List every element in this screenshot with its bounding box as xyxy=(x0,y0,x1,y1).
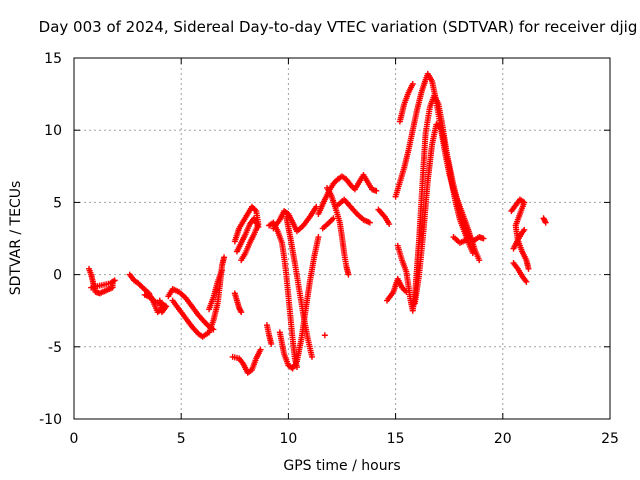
y-tick-label: -10 xyxy=(39,412,62,428)
y-tick-label: -5 xyxy=(48,340,62,356)
data-track xyxy=(229,346,264,376)
data-track xyxy=(141,291,170,316)
data-point xyxy=(221,254,228,261)
y-tick-label: 10 xyxy=(44,123,62,139)
data-track xyxy=(321,332,328,339)
data-point xyxy=(525,265,532,272)
data-track xyxy=(283,213,315,360)
data-point xyxy=(521,226,528,233)
data-track xyxy=(88,277,118,291)
y-axis-tick-labels: -10 -5 0 5 10 15 xyxy=(39,51,62,428)
data-track xyxy=(86,265,116,297)
data-point xyxy=(409,80,416,87)
data-point xyxy=(330,215,337,222)
x-axis-label: GPS time / hours xyxy=(283,458,400,474)
data-track xyxy=(450,234,487,246)
data-point xyxy=(238,257,245,264)
data-point xyxy=(255,223,262,230)
y-tick-label: 15 xyxy=(44,51,62,67)
data-track xyxy=(510,226,528,252)
data-point xyxy=(476,257,483,264)
x-tick-label: 20 xyxy=(494,431,512,447)
data-track xyxy=(323,184,352,278)
data-track xyxy=(540,215,549,226)
data-point xyxy=(218,267,225,274)
plot-frame xyxy=(73,57,611,420)
data-track xyxy=(510,260,530,285)
data-track xyxy=(334,196,373,226)
data-track xyxy=(375,206,393,228)
x-tick-label: 10 xyxy=(279,431,297,447)
data-point xyxy=(308,353,315,360)
y-tick-label: 5 xyxy=(53,195,62,211)
data-point xyxy=(366,219,373,226)
data-point xyxy=(480,235,487,242)
data-point xyxy=(345,271,352,278)
data-point xyxy=(268,340,275,347)
data-point xyxy=(542,219,549,226)
data-point xyxy=(238,309,245,316)
data-point xyxy=(321,332,328,339)
data-track xyxy=(396,80,416,125)
data-track xyxy=(206,267,225,313)
y-tick-label: 0 xyxy=(53,268,62,284)
data-track xyxy=(263,322,275,347)
x-tick-label: 5 xyxy=(177,431,186,447)
x-tick-label: 25 xyxy=(601,431,619,447)
data-track xyxy=(165,286,217,333)
data-point xyxy=(386,221,393,228)
data-point xyxy=(315,234,322,241)
data-point xyxy=(313,203,320,210)
data-track xyxy=(233,215,262,255)
data-point xyxy=(373,187,380,194)
data-track xyxy=(231,290,245,316)
chart-title: Day 003 of 2024, Sidereal Day-to-day VTE… xyxy=(39,18,638,36)
data-track xyxy=(319,215,337,232)
x-tick-label: 15 xyxy=(387,431,405,447)
data-track xyxy=(411,121,474,307)
data-point xyxy=(523,278,530,285)
x-tick-label: 0 xyxy=(70,431,79,447)
data-points xyxy=(86,70,549,376)
data-point xyxy=(111,277,118,284)
data-point xyxy=(257,346,264,353)
data-point xyxy=(469,249,476,256)
x-axis-tick-labels: 0 5 10 15 20 25 xyxy=(70,431,619,447)
y-axis-label: SDTVAR / TECUs xyxy=(8,181,24,296)
data-point xyxy=(158,309,165,316)
